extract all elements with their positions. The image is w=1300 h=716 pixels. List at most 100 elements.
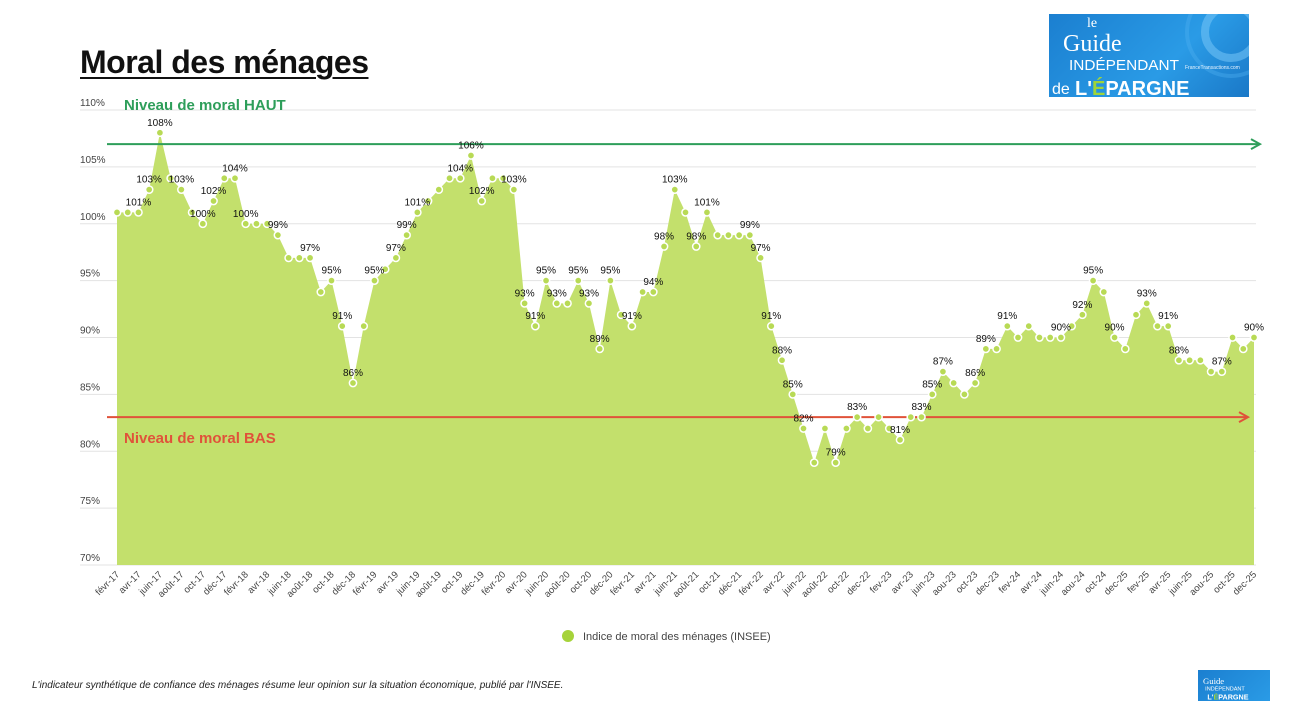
data-label: 97%	[386, 243, 406, 254]
data-label: 100%	[190, 209, 216, 220]
data-label: 108%	[147, 118, 173, 129]
data-label: 97%	[751, 243, 771, 254]
data-point	[852, 412, 862, 422]
data-point	[659, 242, 669, 251]
data-label: 104%	[222, 163, 248, 174]
data-point	[187, 208, 197, 217]
data-point	[584, 299, 594, 308]
x-tick-label: dec-22	[845, 569, 873, 597]
data-point	[884, 424, 894, 433]
data-point	[1035, 333, 1044, 342]
x-tick-label: aou-23	[930, 569, 959, 598]
data-point	[1206, 367, 1216, 376]
data-label: 103%	[501, 175, 527, 186]
data-point	[842, 424, 851, 433]
data-point	[1110, 333, 1119, 342]
data-point	[756, 253, 765, 263]
data-point	[123, 208, 133, 217]
data-point	[1078, 310, 1087, 320]
data-label: 102%	[201, 186, 227, 197]
footer-note: L'indicateur synthétique de confiance de…	[32, 680, 564, 691]
data-label: 99%	[740, 220, 760, 231]
data-point	[724, 230, 733, 240]
data-label: 90%	[1244, 323, 1264, 334]
data-point	[573, 276, 583, 285]
data-point	[1142, 299, 1152, 308]
data-point	[1249, 333, 1259, 342]
data-point	[509, 185, 519, 194]
data-point	[734, 230, 744, 240]
data-point	[541, 276, 551, 285]
data-label: 95%	[1083, 266, 1103, 277]
data-label: 95%	[322, 266, 342, 277]
data-point	[219, 173, 229, 183]
data-label: 91%	[332, 311, 352, 322]
y-tick-label: 105%	[80, 155, 106, 166]
data-label: 88%	[772, 345, 792, 356]
data-point	[702, 208, 712, 217]
data-label: 90%	[1051, 323, 1071, 334]
x-tick-label: févr-22	[737, 569, 766, 598]
data-point	[691, 242, 701, 251]
data-point	[670, 185, 680, 194]
data-label: 91%	[997, 311, 1017, 322]
data-label: 102%	[469, 186, 495, 197]
data-point	[874, 412, 883, 422]
data-point	[799, 424, 808, 433]
data-point	[209, 196, 218, 206]
page-title: Moral des ménages	[80, 44, 369, 80]
y-tick-label: 110%	[80, 98, 105, 109]
y-tick-label: 85%	[80, 382, 100, 393]
x-tick-label: fev-25	[1125, 569, 1151, 595]
data-label: 86%	[965, 368, 985, 379]
y-tick-label: 90%	[80, 326, 100, 337]
data-point	[477, 196, 487, 206]
data-point	[316, 287, 326, 297]
data-point	[1153, 321, 1162, 331]
data-point	[134, 208, 143, 217]
data-point	[434, 185, 444, 194]
data-point	[1024, 321, 1034, 331]
reference-line-label: Niveau de moral BAS	[124, 430, 276, 447]
data-label: 95%	[600, 266, 620, 277]
data-label: 97%	[300, 243, 320, 254]
data-point	[1067, 321, 1077, 331]
arrow-head-icon	[1250, 138, 1263, 150]
data-point	[1217, 367, 1227, 376]
data-label: 91%	[525, 311, 545, 322]
x-tick-label: aou-25	[1188, 569, 1217, 598]
data-point	[927, 390, 937, 399]
data-point	[177, 185, 186, 194]
data-label: 95%	[536, 266, 556, 277]
data-label: 83%	[847, 402, 867, 413]
y-tick-label: 80%	[80, 439, 100, 450]
legend-swatch	[562, 630, 574, 642]
x-tick-label: févr-21	[608, 569, 637, 598]
x-tick-label: dec-23	[973, 569, 1001, 597]
data-point	[606, 276, 615, 285]
data-point	[423, 196, 433, 206]
data-label: 79%	[826, 448, 846, 459]
data-point	[445, 173, 454, 183]
data-point	[648, 287, 658, 297]
data-label: 99%	[268, 220, 288, 231]
y-tick-label: 70%	[80, 553, 100, 564]
data-label: 98%	[686, 232, 706, 243]
y-tick-label: 100%	[80, 212, 106, 223]
x-tick-label: dec-25	[1231, 569, 1259, 597]
data-point	[1099, 287, 1109, 297]
data-point	[284, 253, 293, 263]
data-point	[638, 287, 647, 297]
data-point	[1174, 355, 1184, 365]
x-tick-label: fev-23	[868, 569, 894, 595]
arrow-head-icon	[1238, 411, 1251, 423]
data-point	[820, 424, 830, 433]
legend: Indice de moral des ménages (INSEE)	[562, 630, 771, 643]
data-point	[863, 424, 873, 433]
y-tick-label: 95%	[80, 269, 100, 280]
data-point	[1228, 333, 1237, 342]
data-point	[681, 208, 690, 217]
svg-text:FranceTransactions.com: FranceTransactions.com	[1185, 65, 1240, 71]
data-label: 83%	[911, 402, 931, 413]
data-point	[949, 378, 959, 388]
